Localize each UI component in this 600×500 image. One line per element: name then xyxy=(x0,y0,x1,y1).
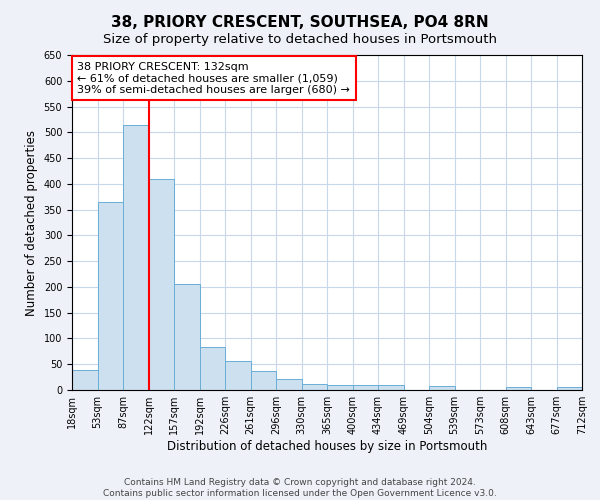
Y-axis label: Number of detached properties: Number of detached properties xyxy=(25,130,38,316)
Bar xyxy=(199,346,225,390)
Bar xyxy=(72,370,97,390)
Bar xyxy=(123,124,149,390)
Bar xyxy=(97,202,123,390)
Bar xyxy=(378,386,404,390)
Text: 38, PRIORY CRESCENT, SOUTHSEA, PO4 8RN: 38, PRIORY CRESCENT, SOUTHSEA, PO4 8RN xyxy=(111,15,489,30)
Bar xyxy=(429,386,455,390)
Bar xyxy=(505,388,531,390)
Bar xyxy=(327,385,353,390)
Bar xyxy=(251,372,276,390)
Text: Contains HM Land Registry data © Crown copyright and database right 2024.
Contai: Contains HM Land Registry data © Crown c… xyxy=(103,478,497,498)
Bar xyxy=(557,388,582,390)
Bar xyxy=(302,384,327,390)
Text: 38 PRIORY CRESCENT: 132sqm
← 61% of detached houses are smaller (1,059)
39% of s: 38 PRIORY CRESCENT: 132sqm ← 61% of deta… xyxy=(77,62,350,95)
X-axis label: Distribution of detached houses by size in Portsmouth: Distribution of detached houses by size … xyxy=(167,440,487,453)
Bar xyxy=(225,361,251,390)
Bar xyxy=(149,178,174,390)
Bar xyxy=(353,385,378,390)
Bar xyxy=(174,284,199,390)
Text: Size of property relative to detached houses in Portsmouth: Size of property relative to detached ho… xyxy=(103,32,497,46)
Bar xyxy=(276,378,302,390)
